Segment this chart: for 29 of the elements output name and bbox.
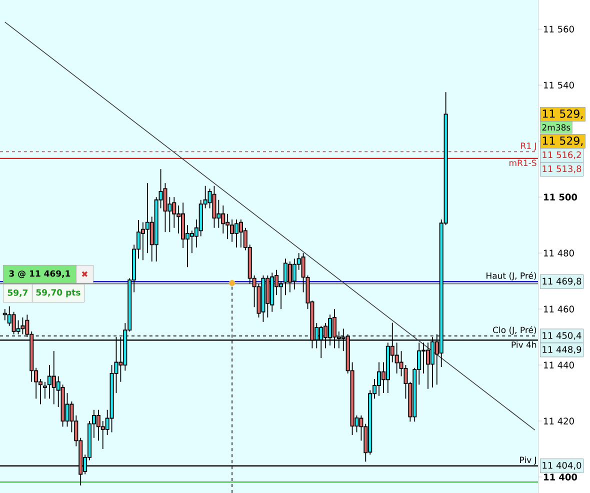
text: 11 469,8 [542, 278, 582, 286]
text: 11 404,0 [542, 462, 582, 470]
ref-line-label: R1 J [521, 142, 536, 151]
y-tick-label: 11 540 [544, 82, 574, 88]
ref-line-label: Piv J [520, 456, 536, 465]
text: 11 529, [542, 109, 583, 119]
ref-line-label: Clo (J, Pré) [493, 326, 536, 335]
text: 11 450,4 [542, 332, 582, 340]
y-tick-label: 11 420 [544, 418, 574, 424]
ref-line-label: Haut (J, Pré) [486, 272, 536, 280]
y-tick-label: 11 440 [544, 362, 574, 368]
ref-line-label: mR1-S [510, 160, 536, 166]
text: 11 513,8 [542, 165, 582, 174]
text: 11 516,2 [542, 151, 581, 160]
y-tick-label: 11 460 [544, 306, 574, 312]
annotation: 3 @ 11 469,1 [9, 270, 70, 278]
candlestick [426, 342, 430, 390]
annotation: 59,7 [8, 289, 28, 297]
y-tick-label: 11 560 [544, 26, 574, 33]
ref-line-label: Piv 4h [512, 341, 536, 348]
y-tick-label: 11 500 [544, 194, 578, 200]
y-tick-label: 11 480 [544, 250, 574, 256]
annotation: ✖ [82, 271, 88, 277]
y-tick-label: 11 400 [544, 474, 578, 480]
text: 11 448,9 [542, 346, 582, 354]
text: 11 529, [542, 136, 583, 146]
annotation: 59,70 pts [36, 289, 80, 298]
text: 2m38s [542, 124, 570, 131]
candlestick [42, 381, 47, 400]
